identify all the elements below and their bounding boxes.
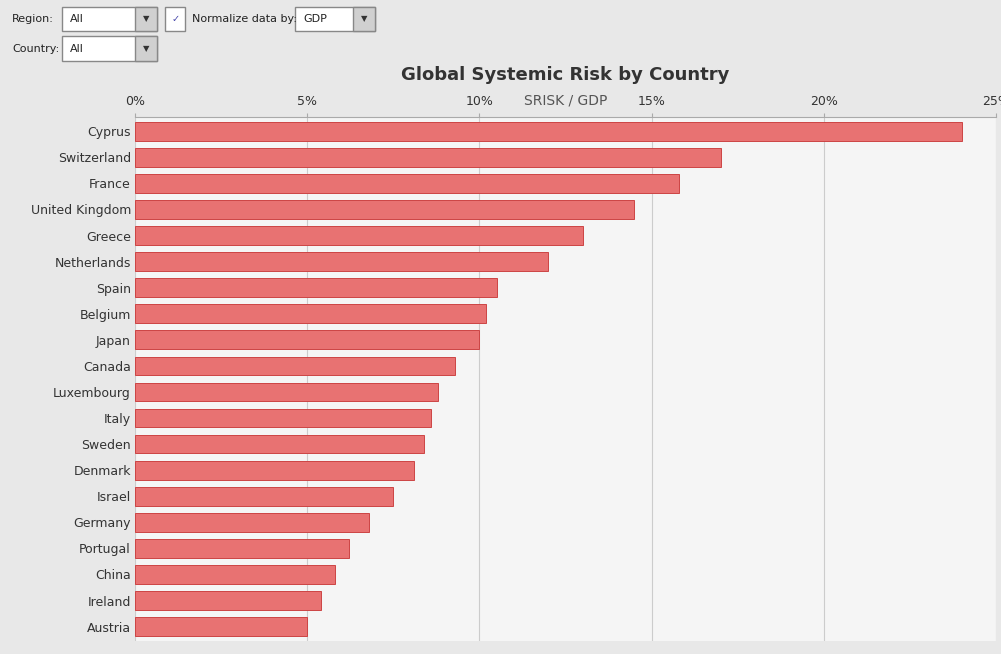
Bar [135,565,335,584]
Bar [135,279,496,297]
Bar [135,200,635,219]
Text: GDP: GDP [303,14,327,24]
Bar [135,356,455,375]
Bar [135,304,486,323]
Text: All: All [70,14,84,24]
Text: ▼: ▼ [143,14,149,24]
Bar [135,591,321,610]
FancyBboxPatch shape [62,37,157,61]
Text: All: All [70,44,84,54]
Bar [135,461,414,479]
Bar [135,226,583,245]
Text: SRISK / GDP: SRISK / GDP [524,94,608,108]
Text: ▼: ▼ [143,44,149,53]
Bar [135,122,962,141]
Bar [135,435,424,453]
FancyBboxPatch shape [165,7,185,31]
Text: ▼: ▼ [361,14,367,24]
Text: Region:: Region: [12,14,54,24]
Bar [135,513,369,532]
Text: Country:: Country: [12,44,59,54]
Bar [135,330,479,349]
Text: ✓: ✓ [171,14,179,24]
FancyBboxPatch shape [135,7,157,31]
Bar [135,174,680,193]
Bar [135,409,431,428]
Bar [135,252,549,271]
Bar [135,617,307,636]
Bar [135,383,438,402]
Bar [135,148,721,167]
Bar [135,487,393,506]
FancyBboxPatch shape [295,7,375,31]
FancyBboxPatch shape [62,7,157,31]
FancyBboxPatch shape [353,7,375,31]
FancyBboxPatch shape [135,37,157,61]
Text: Normalize data by:: Normalize data by: [192,14,297,24]
Text: Global Systemic Risk by Country: Global Systemic Risk by Country [401,65,730,84]
Bar [135,539,348,558]
